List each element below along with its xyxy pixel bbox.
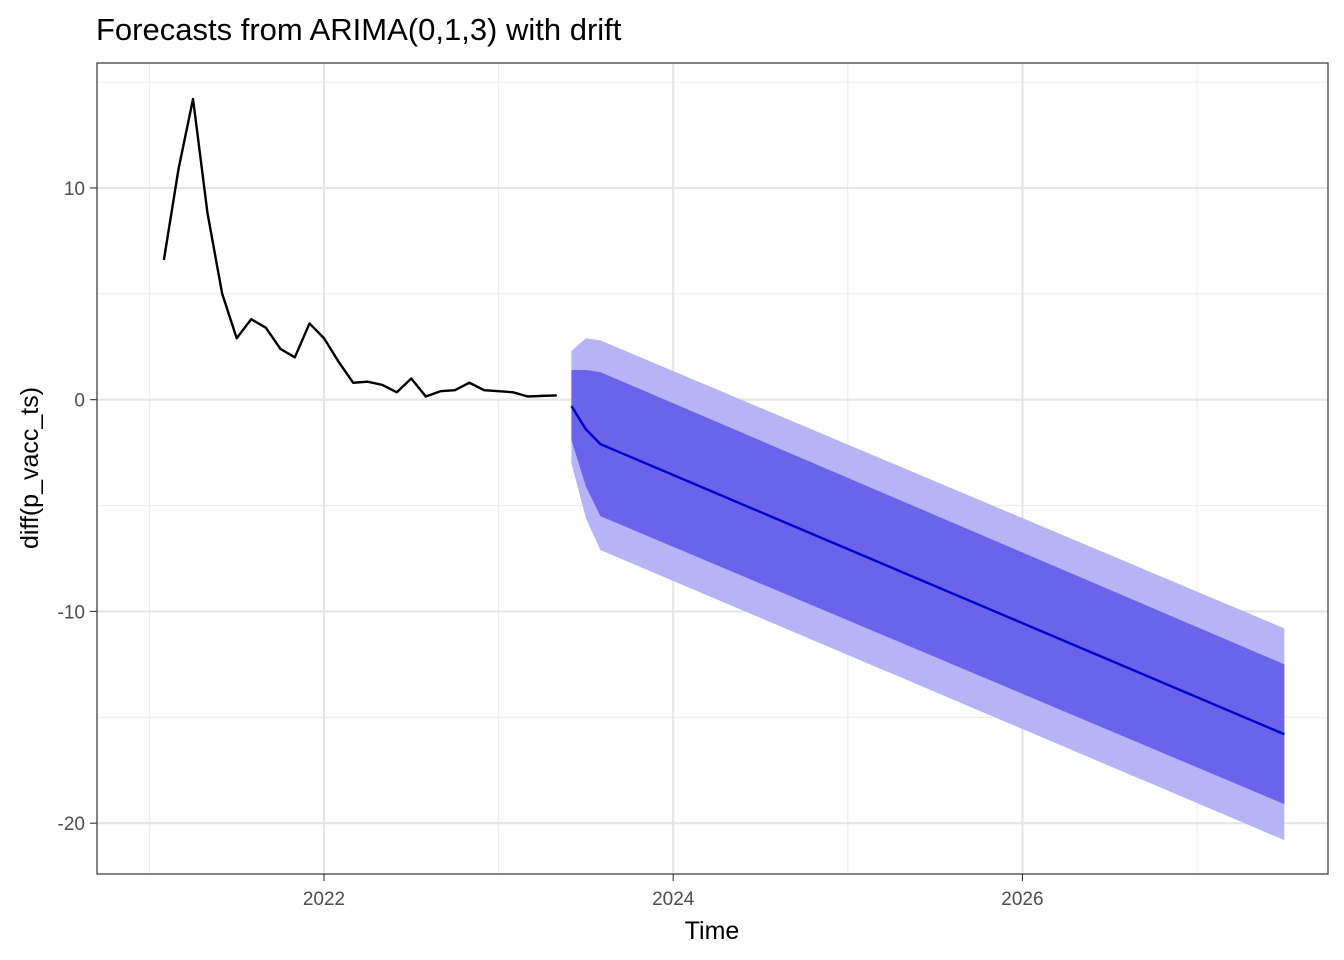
panel-border [96, 62, 1329, 875]
y-tick-label: 10 [64, 179, 85, 200]
y-axis: -20 -10 0 10 [58, 179, 97, 835]
prediction-interval-80 [571, 370, 1285, 805]
y-tick-label: 0 [74, 391, 85, 412]
x-axis-title: Time [685, 917, 740, 945]
chart-title: Forecasts from ARIMA(0,1,3) with drift [96, 12, 622, 47]
x-axis: 2022 2024 2026 [303, 874, 1044, 910]
history-line [162, 97, 557, 398]
forecast-line [570, 405, 1285, 736]
x-tick-label: 2026 [1001, 889, 1043, 910]
y-axis-title: diff(p_vacc_ts) [16, 387, 44, 549]
y-tick-label: -20 [58, 814, 85, 835]
grid-lines [97, 63, 1328, 874]
history-series [162, 97, 557, 398]
forecast-series [570, 405, 1285, 736]
pi80-band [571, 370, 1285, 805]
x-tick-label: 2022 [303, 889, 345, 910]
plot-panel [96, 62, 1329, 875]
y-tick-label: -10 [58, 602, 85, 623]
x-tick-label: 2024 [652, 889, 695, 910]
